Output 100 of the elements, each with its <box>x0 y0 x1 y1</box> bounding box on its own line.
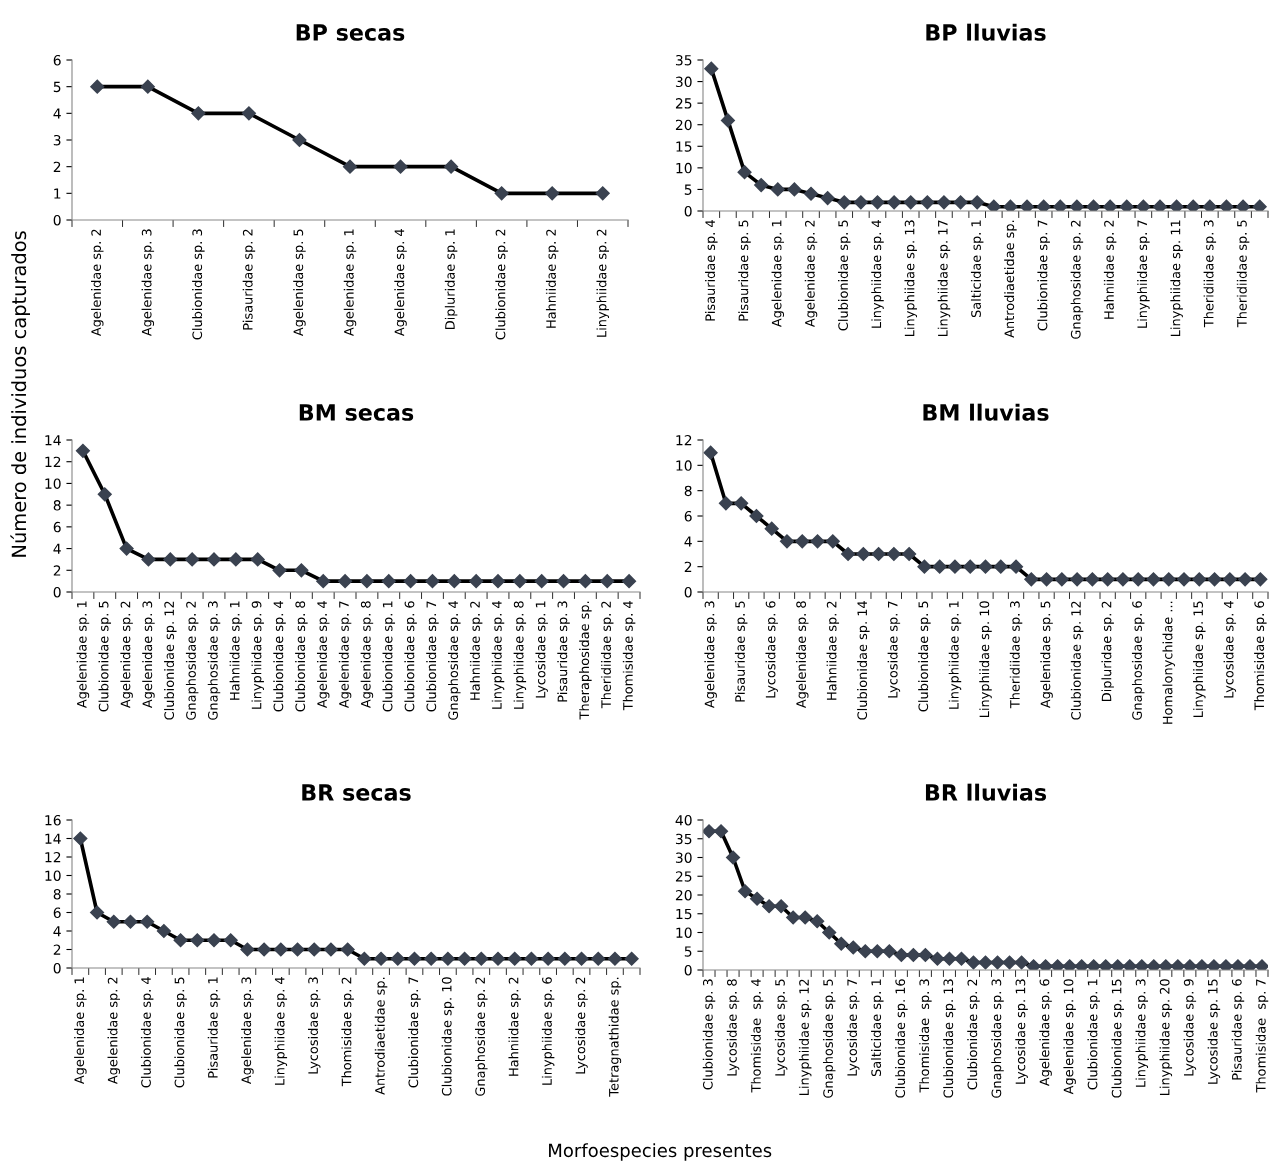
x-tick-label: Antrodiaetidae sp. <box>374 977 388 1095</box>
point <box>1110 959 1125 970</box>
chart-title: BM secas <box>299 404 414 421</box>
point <box>1086 959 1101 970</box>
point <box>595 186 610 201</box>
point <box>1194 959 1209 970</box>
y-tick-label: 0 <box>53 214 61 226</box>
point <box>591 951 606 966</box>
x-tick-label: Agelenidae sp. 1 <box>74 977 87 1085</box>
x-tick-label: Clubionidae sp. 4 <box>140 977 154 1088</box>
y-tick-label: 0 <box>53 962 61 974</box>
point <box>578 574 593 589</box>
point <box>932 559 947 574</box>
x-tick-label: Clubionidae sp. 2 <box>967 979 980 1090</box>
point <box>393 159 408 174</box>
point <box>1146 572 1161 587</box>
x-tick-label: Clubionidae sp. 14 <box>857 601 870 720</box>
point <box>1253 572 1268 587</box>
y-tick-label: 16 <box>45 814 61 826</box>
y-tick-label: 2 <box>684 561 692 572</box>
point <box>1019 199 1035 211</box>
point <box>1182 959 1197 970</box>
x-tick-label: Clubionidae sp. 1 <box>382 601 396 712</box>
x-tick-label: Linyphiidae sp. 15 <box>1193 601 1206 717</box>
point <box>89 905 105 920</box>
point <box>1161 572 1176 587</box>
point <box>906 947 921 963</box>
x-tick-label: Linyphiidae sp. 17 <box>937 220 951 336</box>
point <box>1169 199 1184 211</box>
point <box>1024 572 1039 587</box>
y-tick-label: 15 <box>676 908 692 920</box>
point <box>774 899 789 914</box>
x-tick-label: Gnaphosidae sp. 2 <box>475 977 488 1096</box>
x-tick-label: Linyphiidae sp. 8 <box>513 601 527 709</box>
x-tick-label: Thomisidae sp. 3 <box>919 979 932 1093</box>
point <box>272 563 287 578</box>
point <box>1119 199 1134 211</box>
x-tick-label: Clubionidae sp. 7 <box>408 977 421 1088</box>
x-tick-label: Gnaphosidae sp. 5 <box>822 979 836 1098</box>
point <box>624 951 639 966</box>
x-tick-label: Clubionidae sp. 5 <box>98 601 112 712</box>
x-tick-label: Salticidae sp. 1 <box>970 220 984 318</box>
point <box>798 910 813 925</box>
point <box>750 891 765 906</box>
x-tick-label: Lycosidae sp. 13 <box>1015 979 1028 1084</box>
y-tick-label: 6 <box>53 521 61 533</box>
x-tick-label: Clubionidae sp. 15 <box>1111 979 1124 1098</box>
point <box>978 559 993 574</box>
point <box>534 574 549 589</box>
x-tick-label: Linyphiidae sp. 9 <box>251 601 264 709</box>
point <box>870 944 885 959</box>
y-tick-label: 25 <box>675 98 692 109</box>
x-tick-label: Clubionidae sp. 3 <box>192 229 205 340</box>
point <box>770 182 785 197</box>
point <box>307 942 322 957</box>
point <box>1206 959 1221 970</box>
x-tick-label: Gnaphosidae sp. 2 <box>185 601 199 720</box>
point <box>545 186 560 201</box>
x-tick-label: Agelenidae sp. 5 <box>1040 601 1053 709</box>
point <box>993 559 1008 574</box>
y-tick-label: 6 <box>684 510 692 522</box>
point <box>917 559 932 574</box>
point <box>106 914 121 929</box>
y-tick-label: 35 <box>675 54 692 66</box>
y-tick-label: 4 <box>53 108 61 119</box>
point <box>173 933 188 948</box>
point <box>749 508 764 524</box>
x-tick-label: Lycosidae sp. 15 <box>1207 979 1221 1084</box>
x-tick-label: Thomisidae sp. 4 <box>750 979 764 1093</box>
x-tick-label: Clubionidae sp. 7 <box>426 601 439 712</box>
point <box>75 443 91 458</box>
x-tick-label: Clubionidae sp. 16 <box>895 979 908 1098</box>
y-tick-label: 3 <box>53 134 61 146</box>
point <box>206 552 222 567</box>
point <box>1186 199 1201 211</box>
point <box>986 199 1001 211</box>
x-tick-label: Lycosidae sp. 7 <box>847 979 860 1076</box>
y-tick-label: 20 <box>675 889 692 901</box>
point <box>942 951 957 966</box>
y-tick-label: 2 <box>53 565 61 576</box>
y-tick-label: 8 <box>53 500 61 511</box>
y-tick-label: 8 <box>684 485 692 497</box>
x-tick-label: Agelenidae sp. 8 <box>360 601 374 709</box>
y-tick-label: 4 <box>53 926 61 937</box>
point <box>886 546 901 562</box>
y-tick-label: 10 <box>676 162 692 174</box>
point <box>810 914 825 929</box>
point <box>822 925 837 940</box>
x-tick-label: Antrodiaetidae sp. <box>1004 220 1017 338</box>
x-tick-label: Hahniidae sp. 2 <box>1103 220 1117 319</box>
point <box>1202 199 1217 211</box>
point <box>73 831 88 846</box>
x-axis-title: Morfoespecies presentes <box>549 1143 772 1161</box>
x-tick-label: Linyphiidae sp. 3 <box>1135 979 1149 1087</box>
point <box>1069 199 1084 211</box>
point <box>820 190 835 206</box>
point <box>294 563 309 578</box>
y-tick-label: 0 <box>684 586 692 598</box>
point <box>825 534 840 549</box>
point <box>490 574 506 589</box>
